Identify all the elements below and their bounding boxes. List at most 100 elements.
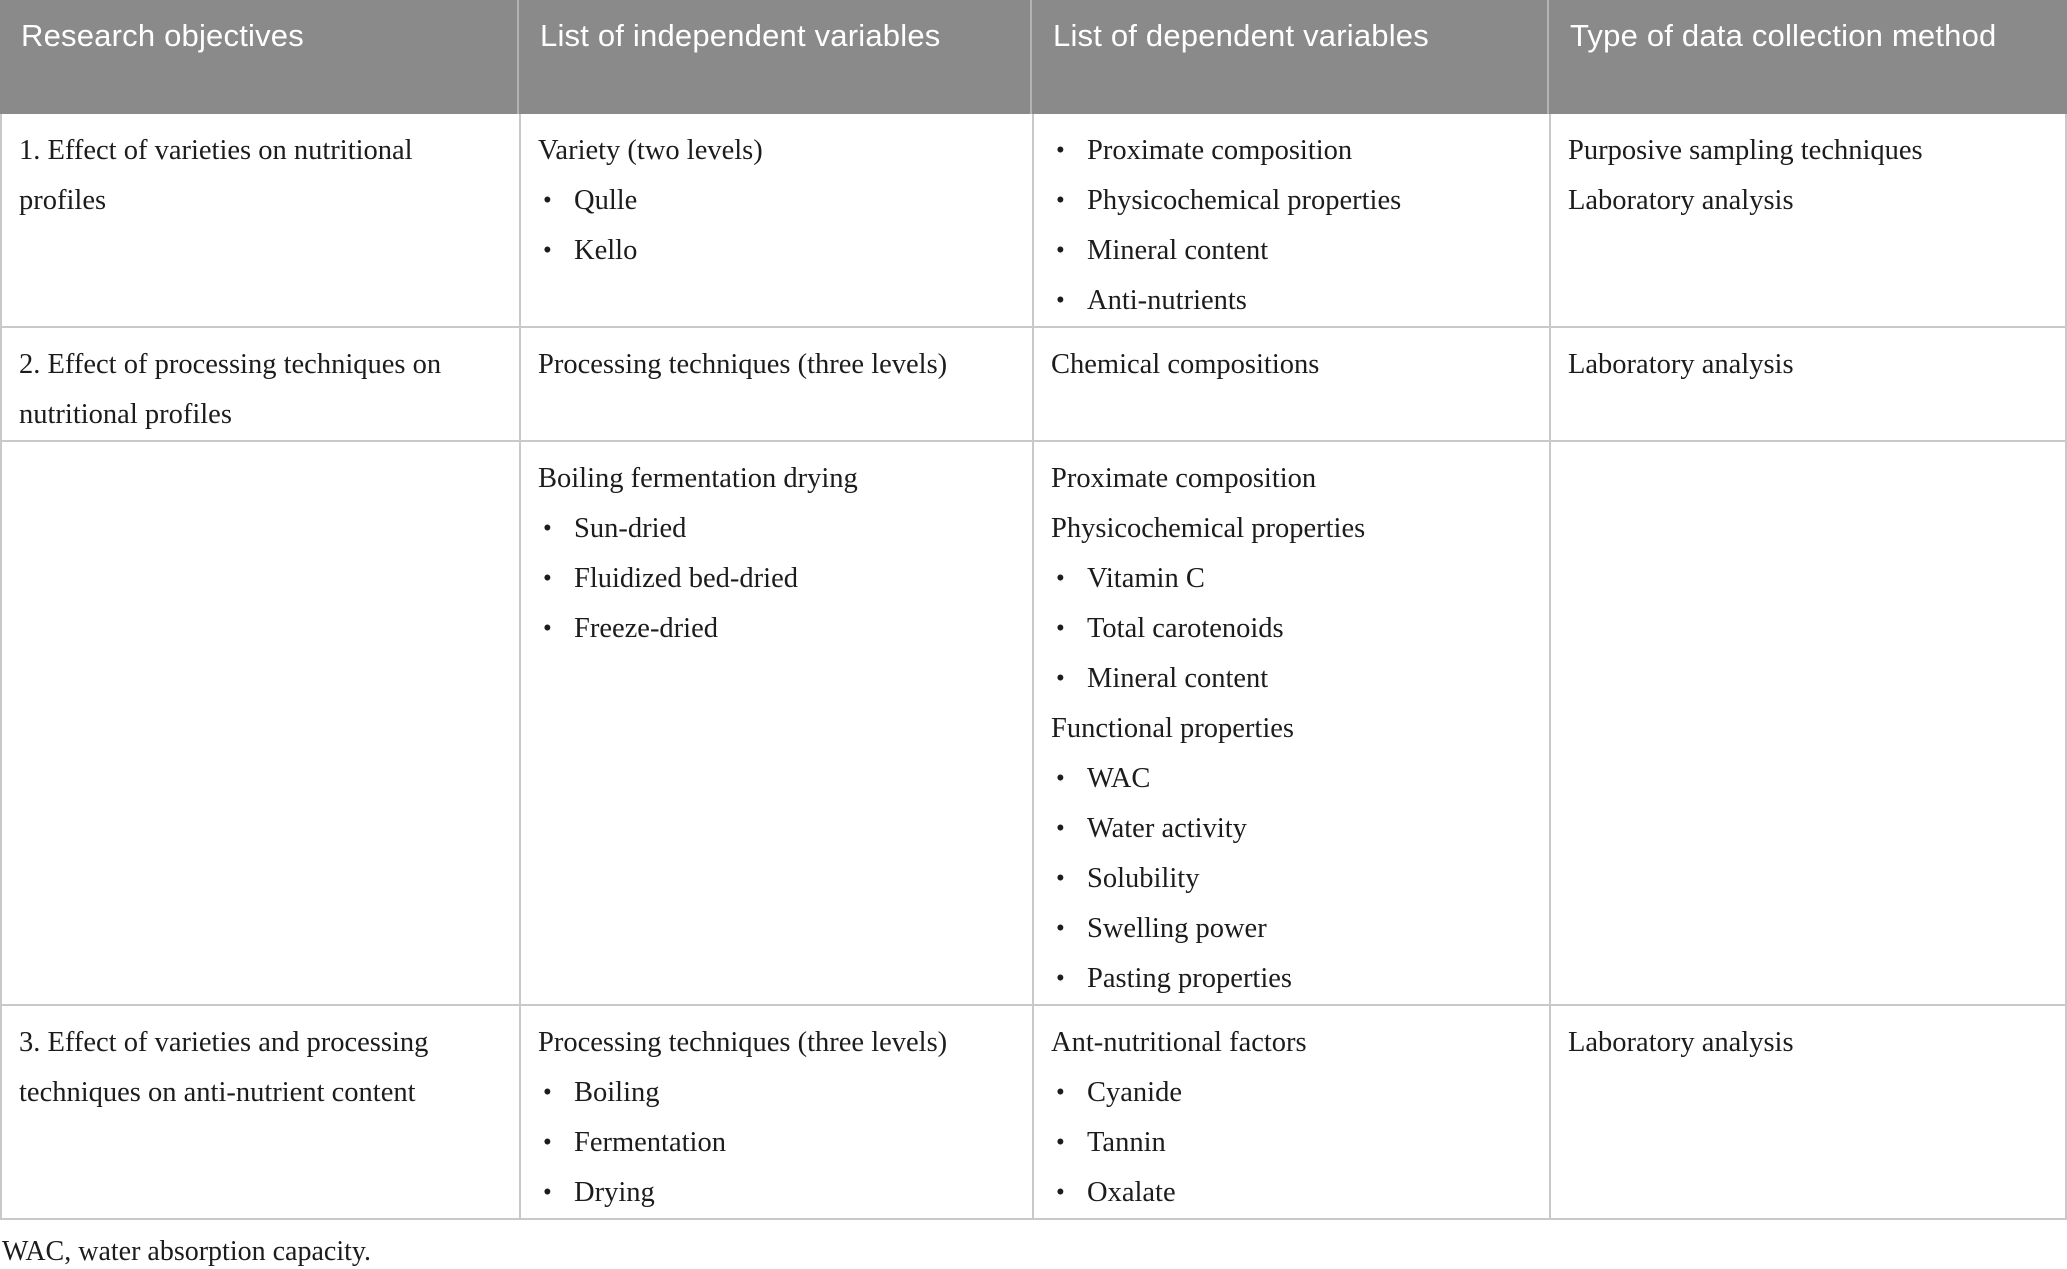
bullet-icon: • [1056,665,1065,692]
bullet-text: Fermentation [574,1127,726,1158]
bullet-text: Freeze-dried [574,613,718,644]
bullet-icon: • [1056,1129,1065,1156]
cell-text: Laboratory analysis [1568,349,1794,380]
bullet-text: Cyanide [1087,1077,1182,1108]
bullet-text: Total carotenoids [1087,613,1284,644]
bullet-icon: • [1056,287,1065,314]
bullet-item: • Cyanide [1051,1068,1531,1118]
bullet-icon: • [543,515,552,542]
table-cell: 1. Effect of varieties on nutritional pr… [2,114,519,326]
bullet-icon: • [1056,915,1065,942]
bullet-item: • Kello [538,226,1014,276]
bullet-item: • Freeze-dried [538,604,1014,654]
bullet-item: • Tannin [1051,1118,1531,1168]
bullet-icon: • [1056,765,1065,792]
research-design-table: Research objectives List of independent … [0,0,2067,1220]
cell-text: Boiling fermentation drying [538,463,858,494]
cell-text: Processing techniques (three levels) [538,349,948,380]
bullet-text: WAC [1087,763,1151,794]
bullet-item: • Mineral content [1051,226,1531,276]
table-cell: Boiling fermentation drying • Sun-dried • Fl… [519,442,1032,1004]
table-cell: Laboratory analysis [1549,328,2065,440]
table-cell: 3. Effect of varieties and processing te… [2,1006,519,1218]
cell-text: Ant-nutritional factors [1051,1027,1307,1058]
bullet-icon: • [1056,815,1065,842]
bullet-text: Mineral content [1087,663,1269,694]
cell-text: Physicochemical properties [1051,513,1366,544]
bullet-text: Swelling power [1087,913,1267,944]
table-cell [1549,442,2065,1004]
table-row: 1. Effect of varieties on nutritional pr… [2,114,2065,326]
bullet-icon: • [543,1179,552,1206]
table-body: 1. Effect of varieties on nutritional pr… [2,114,2065,1218]
column-header-dependent-variables: List of dependent variables [1030,0,1547,114]
bullet-item: • Swelling power [1051,904,1531,954]
bullet-icon: • [1056,615,1065,642]
table-cell: Proximate composition Physicochemical pro… [1032,442,1549,1004]
bullet-item: • Oxalate [1051,1168,1531,1218]
cell-text: Variety (two levels) [538,135,763,166]
table-footnote: WAC, water absorption capacity. [2,1236,372,1267]
bullet-item: • Sun-dried [538,504,1014,554]
bullet-item: • Vitamin C [1051,554,1531,604]
bullet-icon: • [543,187,552,214]
table-cell: 2. Effect of processing techniques on nu… [2,328,519,440]
bullet-item: • Anti-nutrients [1051,276,1531,326]
bullet-text: Drying [574,1177,655,1208]
bullet-item: • Water activity [1051,804,1531,854]
bullet-text: Oxalate [1087,1177,1176,1208]
bullet-icon: • [543,1129,552,1156]
cell-text: Laboratory analysis [1568,185,1794,216]
bullet-icon: • [543,237,552,264]
bullet-item: • Solubility [1051,854,1531,904]
cell-text: 1. Effect of varieties on nutritional pr… [19,135,413,216]
bullet-text: Tannin [1087,1127,1166,1158]
bullet-item: • Pasting properties [1051,954,1531,1004]
bullet-text: Water activity [1087,813,1247,844]
bullet-item: • Qulle [538,176,1014,226]
bullet-text: Solubility [1087,863,1200,894]
table-cell: Processing techniques (three levels) • Boi… [519,1006,1032,1218]
bullet-icon: • [1056,237,1065,264]
table-cell: Chemical compositions [1032,328,1549,440]
table-header-row: Research objectives List of independent … [0,0,2067,114]
bullet-icon: • [1056,137,1065,164]
column-header-data-collection-method: Type of data collection method [1547,0,2067,114]
bullet-text: Kello [574,235,638,266]
cell-text: 3. Effect of varieties and processing te… [19,1027,429,1108]
bullet-text: Physicochemical properties [1087,185,1402,216]
bullet-item: • Drying [538,1168,1014,1218]
table-row: 2. Effect of processing techniques on nu… [2,326,2065,440]
bullet-text: Boiling [574,1077,660,1108]
cell-text: Functional properties [1051,713,1294,744]
bullet-icon: • [543,1079,552,1106]
bullet-item: • WAC [1051,754,1531,804]
column-header-research-objectives: Research objectives [21,18,304,53]
table-cell: Purposive sampling techniques Laboratory … [1549,114,2065,326]
bullet-icon: • [543,615,552,642]
bullet-item: • Proximate composition [1051,126,1531,176]
bullet-text: Fluidized bed-dried [574,563,798,594]
bullet-item: • Boiling [538,1068,1014,1118]
cell-text: Purposive sampling techniques [1568,135,1923,166]
bullet-icon: • [1056,565,1065,592]
bullet-item: • Fluidized bed-dried [538,554,1014,604]
bullet-item: • Mineral content [1051,654,1531,704]
bullet-icon: • [1056,965,1065,992]
bullet-text: Anti-nutrients [1087,285,1247,316]
table-cell: Processing techniques (three levels) [519,328,1032,440]
bullet-icon: • [1056,1179,1065,1206]
table-cell: Variety (two levels) • Qulle • Kello [519,114,1032,326]
bullet-text: Proximate composition [1087,135,1353,166]
cell-text: 2. Effect of processing techniques on nu… [19,349,442,430]
table-cell: Laboratory analysis [1549,1006,2065,1218]
bullet-text: Qulle [574,185,638,216]
bullet-icon: • [1056,1079,1065,1106]
cell-text: Proximate composition [1051,463,1317,494]
table-row: 3. Effect of varieties and processing te… [2,1004,2065,1218]
cell-text: Laboratory analysis [1568,1027,1794,1058]
bullet-icon: • [543,565,552,592]
cell-text: Processing techniques (three levels) [538,1027,948,1058]
bullet-text: Sun-dried [574,513,687,544]
bullet-text: Pasting properties [1087,963,1293,994]
